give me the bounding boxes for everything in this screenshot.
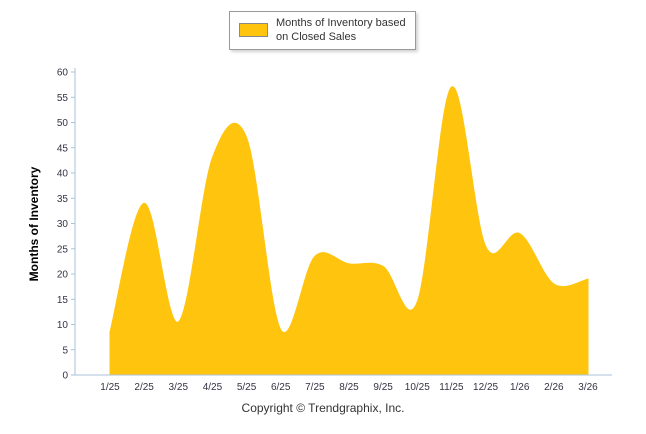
y-tick-label: 20 bbox=[57, 270, 69, 281]
copyright-text: Copyright © Trendgraphix, Inc. bbox=[241, 401, 405, 415]
legend-swatch bbox=[239, 23, 268, 38]
x-tick-label: 6/25 bbox=[271, 382, 291, 393]
y-tick-label: 10 bbox=[57, 320, 69, 331]
y-axis-title: Months of Inventory bbox=[27, 166, 41, 281]
x-tick-label: 5/25 bbox=[237, 382, 257, 393]
legend-label-line2: on Closed Sales bbox=[276, 31, 357, 44]
x-tick-label: 4/25 bbox=[203, 382, 223, 393]
x-tick-label: 1/25 bbox=[100, 382, 120, 393]
x-tick-label: 2/25 bbox=[134, 382, 154, 393]
x-tick-label: 7/25 bbox=[305, 382, 325, 393]
y-tick-label: 60 bbox=[57, 68, 69, 79]
x-tick-label: 11/25 bbox=[439, 382, 464, 393]
y-tick-label: 50 bbox=[57, 118, 69, 129]
y-tick-label: 0 bbox=[62, 371, 68, 382]
x-tick-label: 2/26 bbox=[544, 382, 564, 393]
y-tick-label: 55 bbox=[57, 93, 69, 104]
legend-label-line1: Months of Inventory based bbox=[276, 17, 406, 29]
chart-canvas: Months of Inventory 0 5 10 15 20 25 30 35 40 45 50… bbox=[27, 68, 612, 393]
y-tick-label: 30 bbox=[57, 219, 69, 230]
y-tick-label: 5 bbox=[62, 345, 68, 356]
y-tick-label: 25 bbox=[57, 244, 69, 255]
y-tick-label: 15 bbox=[57, 295, 69, 306]
x-tick-label: 1/26 bbox=[510, 382, 530, 393]
area-series bbox=[109, 86, 589, 376]
x-tick-label: 8/25 bbox=[339, 382, 359, 393]
x-tick-label: 10/25 bbox=[405, 382, 430, 393]
x-tick-label: 3/25 bbox=[169, 382, 189, 393]
y-tick-label: 40 bbox=[57, 169, 69, 180]
y-tick-label: 45 bbox=[57, 143, 69, 154]
legend-label: Months of Inventory based on Closed Sale… bbox=[276, 16, 406, 45]
x-tick-label: 9/25 bbox=[373, 382, 393, 393]
x-tick-label: 12/25 bbox=[473, 382, 498, 393]
x-tick-label: 3/26 bbox=[578, 382, 598, 393]
y-tick-label: 35 bbox=[57, 194, 69, 205]
chart-legend: Months of Inventory based on Closed Sale… bbox=[229, 11, 416, 50]
